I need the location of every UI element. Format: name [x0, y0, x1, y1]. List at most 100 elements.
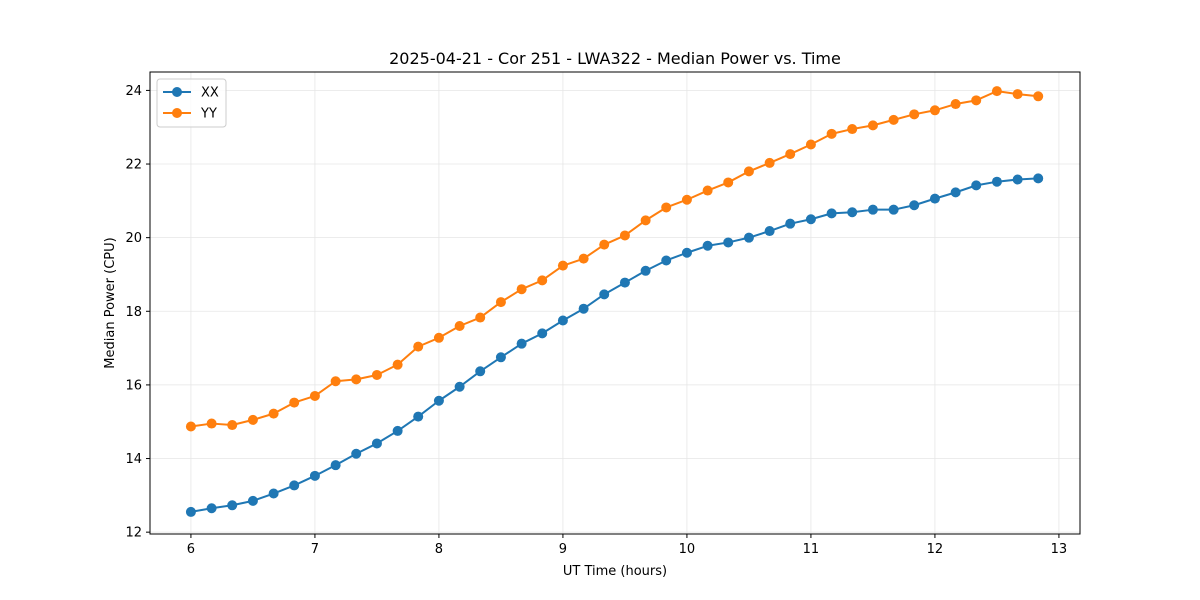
data-point-yy	[309, 390, 320, 401]
data-point-yy	[351, 374, 362, 385]
data-point-xx	[557, 315, 568, 326]
data-point-yy	[495, 297, 506, 308]
y-tick-label: 12	[125, 526, 142, 541]
chart-title: 2025-04-21 - Cor 251 - LWA322 - Median P…	[389, 49, 841, 68]
data-point-xx	[661, 255, 672, 266]
data-point-xx	[599, 289, 610, 300]
data-point-yy	[537, 275, 548, 286]
data-point-xx	[227, 500, 238, 511]
legend-marker-xx	[172, 87, 182, 97]
data-point-yy	[681, 194, 692, 205]
legend-label-xx: XX	[201, 86, 219, 101]
data-point-xx	[413, 411, 424, 422]
data-point-xx	[475, 366, 486, 377]
data-point-yy	[723, 177, 734, 188]
data-point-xx	[433, 395, 444, 406]
data-point-yy	[268, 408, 279, 419]
y-tick-label: 22	[125, 158, 142, 173]
x-tick-label: 12	[927, 542, 944, 557]
data-point-xx	[268, 488, 279, 499]
data-point-xx	[247, 495, 258, 506]
data-point-xx	[805, 214, 816, 225]
y-tick-label: 16	[125, 378, 142, 393]
data-point-xx	[330, 460, 341, 471]
data-point-xx	[702, 240, 713, 251]
data-point-yy	[867, 120, 878, 131]
data-point-xx	[495, 352, 506, 363]
data-point-yy	[888, 114, 899, 125]
x-tick-label: 10	[679, 542, 696, 557]
data-point-yy	[433, 332, 444, 343]
data-point-yy	[413, 341, 424, 352]
grid	[150, 72, 1080, 534]
plot-area-frame	[149, 71, 1081, 535]
x-tick-label: 8	[435, 542, 443, 557]
data-point-xx	[578, 303, 589, 314]
data-point-yy	[1033, 91, 1044, 102]
x-tick-label: 11	[803, 542, 820, 557]
data-point-xx	[619, 277, 630, 288]
legend: XX YY	[156, 78, 227, 128]
data-point-xx	[991, 176, 1002, 187]
data-point-xx	[1033, 173, 1044, 184]
data-point-yy	[971, 95, 982, 106]
data-point-xx	[743, 232, 754, 243]
y-tick-label: 18	[125, 305, 142, 320]
data-point-xx	[929, 193, 940, 204]
data-point-xx	[723, 237, 734, 248]
data-point-xx	[1012, 174, 1023, 185]
data-point-xx	[867, 204, 878, 215]
x-tick-label: 7	[311, 542, 319, 557]
data-point-yy	[392, 359, 403, 370]
data-point-xx	[909, 200, 920, 211]
x-tick-label: 6	[187, 542, 195, 557]
data-point-yy	[227, 420, 238, 431]
data-point-xx	[206, 503, 217, 514]
data-point-xx	[454, 381, 465, 392]
data-point-yy	[578, 253, 589, 264]
data-point-yy	[805, 139, 816, 150]
x-axis-label: UT Time (hours)	[563, 564, 667, 579]
data-point-yy	[206, 418, 217, 429]
data-point-xx	[392, 425, 403, 436]
data-point-xx	[371, 438, 382, 449]
data-point-yy	[619, 230, 630, 241]
legend-marker-yy	[172, 108, 182, 118]
data-point-xx	[971, 180, 982, 191]
data-point-xx	[289, 480, 300, 491]
data-point-yy	[847, 124, 858, 135]
data-point-yy	[330, 376, 341, 387]
data-point-xx	[847, 207, 858, 218]
data-point-yy	[599, 239, 610, 250]
data-point-yy	[557, 260, 568, 271]
data-point-yy	[454, 321, 465, 332]
data-point-xx	[764, 226, 775, 237]
data-point-yy	[371, 369, 382, 380]
data-point-xx	[950, 187, 961, 198]
data-point-xx	[888, 204, 899, 215]
data-point-xx	[185, 506, 196, 517]
y-tick-label: 20	[125, 231, 142, 246]
legend-item-yy: YY	[163, 107, 217, 122]
axes: 6 7 8 9 10 11 12 13 12 14 16 18 20 22 24	[125, 84, 1067, 557]
series-yy	[185, 86, 1044, 432]
data-point-yy	[1012, 89, 1023, 100]
data-point-yy	[764, 157, 775, 168]
data-point-yy	[475, 312, 486, 323]
data-point-yy	[661, 202, 672, 213]
data-point-yy	[826, 128, 837, 139]
data-point-yy	[929, 105, 940, 116]
legend-label-yy: YY	[200, 107, 217, 122]
series-layer	[185, 86, 1044, 517]
data-point-xx	[640, 265, 651, 276]
data-point-xx	[351, 448, 362, 459]
data-point-xx	[516, 338, 527, 349]
data-point-yy	[785, 149, 796, 160]
y-tick-label: 24	[125, 84, 142, 99]
x-tick-label: 9	[559, 542, 567, 557]
legend-item-xx: XX	[163, 86, 219, 101]
data-point-xx	[681, 247, 692, 258]
y-tick-label: 14	[125, 452, 142, 467]
data-point-yy	[185, 421, 196, 432]
y-axis-label: Median Power (CPU)	[103, 237, 118, 368]
